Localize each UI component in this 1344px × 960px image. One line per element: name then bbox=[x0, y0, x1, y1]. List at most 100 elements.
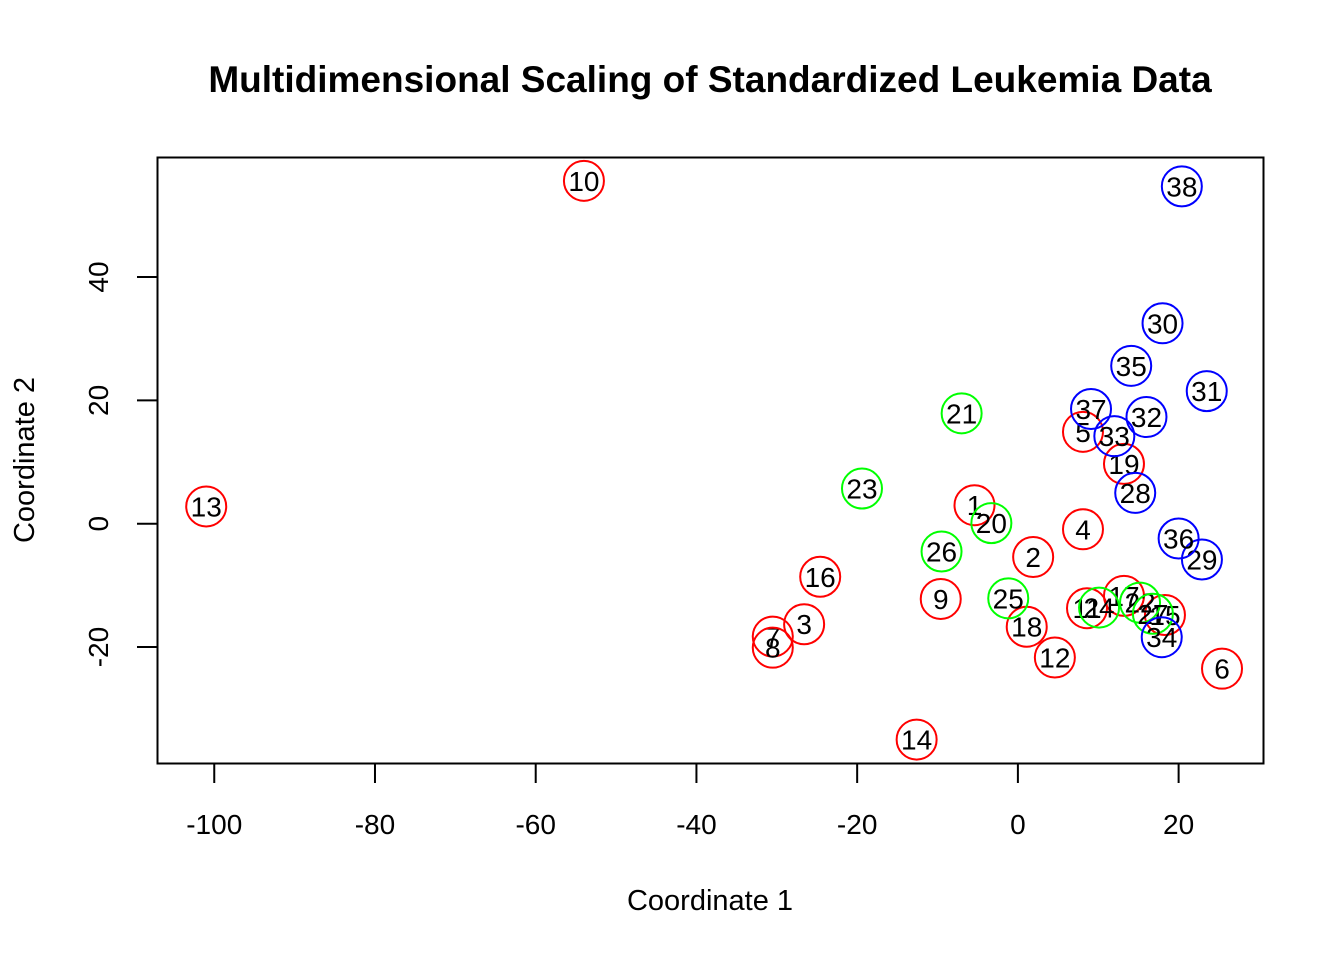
point-marker bbox=[1093, 415, 1136, 458]
point-label: 6 bbox=[1214, 654, 1230, 685]
point-marker bbox=[920, 530, 963, 573]
point-label: 1 bbox=[967, 490, 983, 521]
point-label: 38 bbox=[1166, 171, 1197, 202]
data-point: 36 bbox=[1157, 517, 1200, 560]
point-label: 7 bbox=[765, 622, 781, 653]
point-marker bbox=[1140, 616, 1183, 659]
point-label: 2 bbox=[1025, 542, 1041, 573]
point-marker bbox=[953, 484, 996, 527]
point-marker bbox=[1114, 471, 1157, 514]
point-label: 37 bbox=[1075, 394, 1106, 425]
data-point: 6 bbox=[1201, 647, 1244, 690]
point-label: 9 bbox=[933, 584, 949, 615]
point-marker bbox=[1157, 517, 1200, 560]
data-point: 13 bbox=[185, 485, 228, 528]
point-label: 35 bbox=[1116, 351, 1147, 382]
data-point: 24 bbox=[1078, 586, 1121, 629]
data-point: 28 bbox=[1114, 471, 1157, 514]
point-label: 27 bbox=[1137, 599, 1168, 630]
data-point: 16 bbox=[799, 555, 842, 598]
point-label: 26 bbox=[926, 536, 957, 567]
data-point: 29 bbox=[1180, 538, 1223, 581]
data-point: 34 bbox=[1140, 616, 1183, 659]
data-point: 9 bbox=[919, 577, 962, 620]
data-point: 23 bbox=[840, 467, 883, 510]
data-point: 14 bbox=[895, 718, 938, 761]
data-point: 33 bbox=[1093, 415, 1136, 458]
point-label: 25 bbox=[993, 583, 1024, 614]
point-label: 10 bbox=[568, 166, 599, 197]
y-axis: -20 0 20 40 bbox=[83, 261, 159, 667]
point-label: 28 bbox=[1120, 478, 1151, 509]
point-marker bbox=[840, 467, 883, 510]
point-label: 23 bbox=[846, 474, 877, 505]
point-label: 8 bbox=[765, 633, 781, 664]
y-tick-label: 20 bbox=[83, 385, 114, 416]
point-label: 4 bbox=[1075, 514, 1091, 545]
point-marker bbox=[751, 626, 794, 669]
point-label: 24 bbox=[1083, 593, 1114, 624]
point-label: 14 bbox=[901, 725, 932, 756]
point-marker bbox=[1078, 586, 1121, 629]
point-label: 33 bbox=[1099, 421, 1130, 452]
point-marker bbox=[1119, 581, 1162, 624]
chart-title: Multidimensional Scaling of Standardized… bbox=[208, 59, 1212, 100]
x-tick-label: -80 bbox=[355, 809, 395, 840]
data-point: 7 bbox=[751, 615, 794, 658]
x-tick-label: -60 bbox=[515, 809, 555, 840]
x-axis: -100 -80 -60 -40 -20 0 20 bbox=[186, 762, 1194, 840]
data-point: 1 bbox=[953, 484, 996, 527]
point-label: 3 bbox=[796, 609, 812, 640]
y-tick-label: 40 bbox=[83, 261, 114, 292]
point-label: 11 bbox=[1072, 593, 1101, 624]
point-label: 21 bbox=[946, 398, 977, 429]
data-point: 20 bbox=[970, 502, 1013, 545]
data-point: 38 bbox=[1160, 165, 1203, 208]
point-marker bbox=[1061, 410, 1104, 453]
data-point: 8 bbox=[751, 626, 794, 669]
point-label: 32 bbox=[1131, 402, 1162, 433]
data-point: 26 bbox=[920, 530, 963, 573]
point-marker bbox=[1110, 344, 1153, 387]
data-point: 3 bbox=[783, 603, 826, 646]
point-marker bbox=[1061, 508, 1104, 551]
point-marker bbox=[940, 392, 983, 435]
point-marker bbox=[1201, 647, 1244, 690]
x-axis-label: Coordinate 1 bbox=[627, 885, 793, 917]
data-point: 27 bbox=[1131, 592, 1174, 635]
point-label: 34 bbox=[1146, 622, 1177, 653]
point-marker bbox=[1102, 442, 1145, 485]
x-tick-label: 0 bbox=[1010, 809, 1026, 840]
x-tick-label: -100 bbox=[186, 809, 242, 840]
point-marker bbox=[562, 159, 605, 202]
x-tick-label: -20 bbox=[837, 809, 877, 840]
point-marker bbox=[799, 555, 842, 598]
point-label: 36 bbox=[1163, 524, 1194, 555]
plot-frame bbox=[156, 156, 1265, 765]
data-point: 10 bbox=[562, 159, 605, 202]
point-marker bbox=[970, 502, 1013, 545]
data-point: 37 bbox=[1070, 388, 1113, 431]
point-marker bbox=[987, 577, 1030, 620]
x-tick-label: -40 bbox=[676, 809, 716, 840]
point-marker bbox=[1012, 536, 1055, 579]
point-label: 22 bbox=[1124, 588, 1155, 619]
point-marker bbox=[895, 718, 938, 761]
point-marker bbox=[1125, 396, 1168, 439]
point-marker bbox=[1141, 302, 1184, 345]
data-points: 1234567891011121314151617181920212223242… bbox=[185, 159, 1244, 761]
point-marker bbox=[919, 577, 962, 620]
y-tick-label: -20 bbox=[83, 627, 114, 667]
point-marker bbox=[1180, 538, 1223, 581]
data-point: 21 bbox=[940, 392, 983, 435]
point-marker bbox=[1143, 593, 1186, 636]
data-point: 31 bbox=[1185, 370, 1228, 413]
data-point: 22 bbox=[1119, 581, 1162, 624]
point-marker bbox=[1185, 370, 1228, 413]
point-label: 20 bbox=[976, 508, 1007, 539]
data-point: 35 bbox=[1110, 344, 1153, 387]
point-label: 29 bbox=[1186, 544, 1217, 575]
data-point: 2 bbox=[1012, 536, 1055, 579]
point-label: 13 bbox=[191, 491, 222, 522]
